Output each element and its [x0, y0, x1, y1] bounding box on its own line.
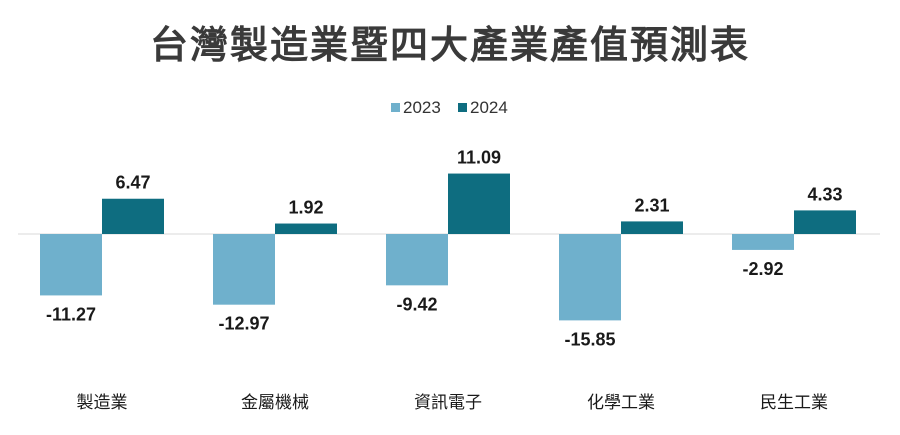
value-label-2023-4: -15.85	[564, 329, 615, 349]
bar-2023-2	[213, 234, 275, 305]
category-label-5: 民生工業	[760, 393, 828, 413]
value-label-2023-1: -11.27	[46, 304, 96, 324]
bar-2023-5	[732, 234, 794, 250]
value-label-2024-5: 4.33	[807, 184, 842, 204]
value-label-2023-5: -2.92	[742, 259, 783, 279]
value-labels: -11.27 6.47 -12.97 1.92 -9.42 11.09 -15.85 2.31…	[46, 148, 843, 350]
value-label-2024-2: 1.92	[288, 198, 323, 218]
chart-title: 台灣製造業暨四大產業產值預測表	[149, 23, 750, 67]
bars	[40, 173, 856, 321]
legend-label-2023: 2023	[403, 98, 441, 117]
bar-2024-3	[448, 173, 510, 234]
bar-2023-4	[559, 234, 621, 321]
legend-label-2024: 2024	[470, 98, 508, 117]
category-labels: 製造業 金屬機械 資訊電子 化學工業 民生工業	[77, 393, 829, 413]
value-label-2024-1: 6.47	[115, 173, 150, 193]
value-label-2024-4: 2.31	[634, 195, 669, 215]
bar-2023-1	[40, 234, 102, 296]
value-label-2023-3: -9.42	[396, 294, 437, 314]
category-label-2: 金屬機械	[241, 393, 309, 413]
value-label-2024-3: 11.09	[457, 148, 501, 168]
bar-2024-4	[621, 221, 683, 234]
value-label-2023-2: -12.97	[218, 314, 269, 334]
legend: 2023 2024	[391, 98, 508, 117]
legend-swatch-2024	[458, 103, 467, 112]
bar-2024-5	[794, 210, 856, 234]
category-label-1: 製造業	[77, 393, 128, 413]
category-label-3: 資訊電子	[414, 393, 482, 413]
category-label-4: 化學工業	[587, 393, 655, 413]
bar-2024-2	[275, 223, 337, 234]
bar-2024-1	[102, 198, 164, 234]
legend-swatch-2023	[391, 103, 400, 112]
bar-2023-3	[386, 234, 448, 286]
